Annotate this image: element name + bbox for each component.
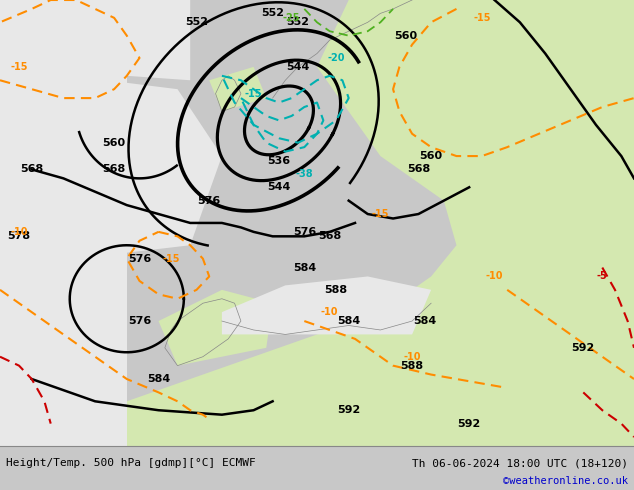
Text: 544: 544 (287, 62, 309, 72)
Text: 568: 568 (103, 165, 126, 174)
Text: -15: -15 (10, 62, 28, 72)
Text: -10: -10 (486, 271, 503, 281)
Text: -25: -25 (283, 13, 301, 23)
Text: 584: 584 (337, 316, 360, 326)
Text: 576: 576 (198, 196, 221, 206)
Text: 592: 592 (337, 405, 360, 415)
Polygon shape (349, 0, 634, 178)
Text: 560: 560 (394, 31, 417, 41)
Text: -5: -5 (597, 271, 607, 281)
Text: 576: 576 (128, 316, 151, 326)
Polygon shape (209, 67, 266, 112)
Text: 568: 568 (20, 165, 43, 174)
Text: -10: -10 (403, 352, 421, 362)
Text: -15: -15 (372, 209, 389, 219)
Text: 584: 584 (293, 263, 316, 272)
Polygon shape (0, 0, 127, 446)
Text: 592: 592 (458, 418, 481, 429)
Text: -10: -10 (321, 307, 339, 317)
Text: 560: 560 (103, 138, 126, 147)
Text: -15: -15 (473, 13, 491, 23)
Text: 560: 560 (420, 151, 443, 161)
Text: 592: 592 (572, 343, 595, 353)
Polygon shape (0, 67, 222, 268)
Polygon shape (158, 290, 273, 366)
Text: 588: 588 (401, 361, 424, 370)
Text: 568: 568 (407, 165, 430, 174)
Text: 584: 584 (413, 316, 436, 326)
Text: -15: -15 (162, 254, 180, 264)
Polygon shape (222, 276, 431, 334)
Text: 568: 568 (318, 231, 341, 242)
Text: 576: 576 (128, 254, 151, 264)
Text: ©weatheronline.co.uk: ©weatheronline.co.uk (503, 476, 628, 486)
Text: -15: -15 (245, 89, 262, 98)
Text: 588: 588 (325, 285, 347, 295)
Polygon shape (127, 0, 634, 446)
Text: 552: 552 (185, 17, 208, 27)
Text: -20: -20 (327, 53, 345, 63)
Text: 578: 578 (8, 231, 30, 242)
Text: 576: 576 (293, 227, 316, 237)
Text: -10: -10 (10, 227, 28, 237)
Text: 536: 536 (268, 155, 290, 166)
Text: 544: 544 (268, 182, 290, 192)
Text: 552: 552 (261, 8, 284, 19)
Text: -38: -38 (295, 169, 313, 179)
Text: Height/Temp. 500 hPa [gdmp][°C] ECMWF: Height/Temp. 500 hPa [gdmp][°C] ECMWF (6, 458, 256, 468)
Text: Th 06-06-2024 18:00 UTC (18+120): Th 06-06-2024 18:00 UTC (18+120) (411, 458, 628, 468)
Polygon shape (127, 312, 634, 446)
Text: 584: 584 (147, 374, 170, 384)
Text: 552: 552 (287, 17, 309, 27)
Polygon shape (0, 0, 190, 80)
